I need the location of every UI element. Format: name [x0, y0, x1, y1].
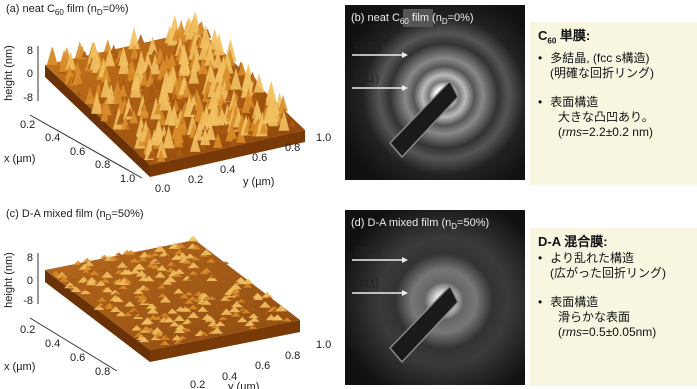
x-axis-label: x (µm) — [4, 361, 35, 373]
ring-label: (111) — [355, 73, 379, 85]
surface-peak — [188, 236, 199, 242]
diffraction-image — [345, 5, 525, 180]
bullet: • — [538, 95, 542, 109]
page: (a) neat C60 film (nD=0%) height (nm) 8 0 -8… — [0, 0, 697, 389]
note-text: (明確な回折リング) — [550, 66, 654, 80]
height-label: height (nm) — [3, 252, 15, 308]
text-part: 60 — [547, 37, 556, 46]
x-tick-label: 0.2 — [20, 324, 35, 336]
panel-title: (c) D-A mixed film (nD=50%) — [6, 208, 144, 222]
height-label: height (nm) — [3, 45, 15, 101]
x-tick-label: 0.6 — [70, 146, 85, 158]
height-tick-label: 0 — [27, 68, 33, 80]
text-part: film (n — [409, 12, 442, 24]
bullet: • — [538, 251, 542, 265]
text-part: (b) neat — [351, 12, 392, 24]
text-part: =0.5±0.05nm) — [582, 325, 656, 339]
surface-peak — [137, 34, 144, 44]
note-title: D-A 混合膜: — [538, 234, 697, 249]
note-line: 滑らかな表面 — [538, 310, 697, 325]
text-part: =2.2±0.2 nm) — [582, 125, 653, 139]
text-part: =50%) — [457, 217, 489, 229]
spacer — [538, 281, 697, 295]
y-tick-label: 0.8 — [285, 142, 300, 154]
y-axis-label: y (µm) — [243, 176, 274, 188]
ring-label: (220) — [355, 40, 381, 52]
surface-peak — [83, 258, 92, 262]
note-text: 多結晶, (fcc s構造) — [550, 51, 649, 65]
x-tick-label: 0.6 — [70, 352, 85, 364]
x-tick-label: 0.8 — [95, 366, 110, 378]
surface-peak — [115, 253, 122, 256]
x-tick-label: 0.8 — [95, 159, 110, 171]
note-box: D-A 混合膜: • より乱れた構造(広がった回折リング) • 表面構造滑らかな表面(r… — [530, 228, 697, 386]
text-part: =0%) — [103, 3, 129, 15]
text-part: film (n — [64, 3, 97, 15]
note-line: • 表面構造 — [538, 95, 697, 110]
text-part: (c) D-A mixed film (n — [6, 208, 106, 220]
text-part: rms — [562, 325, 582, 339]
surface-peak — [128, 27, 140, 49]
ring-label: (111) — [355, 278, 379, 290]
note-text: (広がった回折リング) — [550, 266, 666, 280]
text-part: rms — [562, 125, 582, 139]
x-tick-label: 1.0 — [120, 173, 135, 185]
note-box: C60 単膜: • 多結晶, (fcc s構造)(明確な回折リング) • 表面構造大きな… — [530, 22, 697, 185]
x-tick-label: 0.4 — [45, 132, 60, 144]
note-text: 表面構造 — [550, 95, 598, 109]
bullet: • — [538, 51, 542, 65]
note-text: より乱れた構造 — [550, 251, 634, 265]
text-part: (a) neat C — [6, 3, 55, 15]
height-tick-label: -8 — [23, 295, 33, 307]
y-tick-label: 0.6 — [255, 360, 270, 372]
note-line: (rms=2.2±0.2 nm) — [538, 125, 697, 140]
note-line: (明確な回折リング) — [538, 66, 697, 81]
note-title: C60 単膜: — [538, 28, 697, 49]
note-line: • より乱れた構造 — [538, 251, 697, 266]
y-tick-label: 0.4 — [220, 164, 235, 176]
note-line: (rms=0.5±0.05nm) — [538, 325, 697, 340]
text-part: C — [392, 12, 400, 24]
x-axis-label: x (µm) — [4, 153, 35, 165]
text-part: 単膜: — [556, 28, 590, 43]
height-tick-label: -8 — [23, 92, 33, 104]
note-line: 大きな凸凹あり。 — [538, 110, 697, 125]
ring-label: (220) — [355, 245, 381, 257]
y-tick-label: 0.2 — [190, 379, 205, 389]
surface-peak — [104, 39, 113, 52]
panel-title: (a) neat C60 film (nD=0%) — [6, 3, 129, 17]
bullet: • — [538, 295, 542, 309]
text-part: =50%) — [111, 208, 143, 220]
note-line: • 表面構造 — [538, 295, 697, 310]
note-line: • 多結晶, (fcc s構造) — [538, 51, 697, 66]
spacer — [538, 81, 697, 95]
y-tick-label: 0.0 — [155, 183, 170, 195]
height-tick-label: 8 — [27, 252, 33, 264]
text-part: C — [538, 28, 547, 43]
y-axis-label: y (µm) — [228, 381, 259, 389]
text-part: =0%) — [448, 12, 474, 24]
diffraction-title: (b) neat C60 film (nD=0%) — [351, 12, 474, 26]
text-part: D-A 混合膜: — [538, 234, 608, 249]
height-tick-label: 0 — [27, 275, 33, 287]
diffraction-image — [345, 210, 525, 385]
x-tick-label: 0.4 — [45, 338, 60, 350]
x-tick-label: 0.2 — [20, 119, 35, 131]
note-text: 大きな凸凹あり。 — [558, 110, 654, 124]
note-text: 滑らかな表面 — [558, 310, 630, 324]
y-tick-label: 0.2 — [188, 174, 203, 186]
height-tick-label: 8 — [27, 45, 33, 57]
y-tick-label: 0.8 — [285, 350, 300, 362]
y-tick-label: 0.6 — [252, 152, 267, 164]
text-part: (d) D-A mixed film (n — [351, 217, 451, 229]
diffraction-title: (d) D-A mixed film (nD=50%) — [351, 217, 489, 231]
note-line: (広がった回折リング) — [538, 266, 697, 281]
y-tick-label: 1.0 — [316, 339, 331, 351]
note-text: 表面構造 — [550, 295, 598, 309]
y-tick-label: 1.0 — [316, 132, 331, 144]
